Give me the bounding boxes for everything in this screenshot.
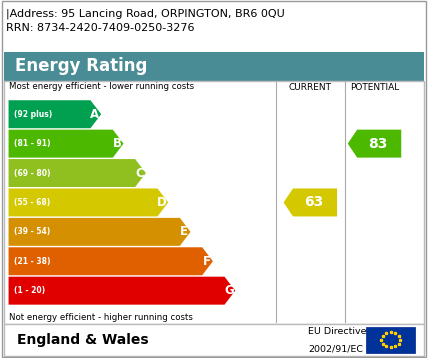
Text: POTENTIAL: POTENTIAL [350, 83, 399, 92]
Text: D: D [157, 196, 166, 209]
Text: 2002/91/EC: 2002/91/EC [308, 344, 363, 353]
Text: (69 - 80): (69 - 80) [14, 169, 50, 178]
Polygon shape [9, 159, 146, 187]
Bar [366, 327, 415, 353]
Text: (21 - 38): (21 - 38) [14, 257, 50, 266]
Text: 83: 83 [368, 137, 388, 151]
Polygon shape [9, 218, 190, 246]
Polygon shape [9, 247, 213, 275]
Text: 63: 63 [304, 195, 323, 209]
Polygon shape [9, 100, 101, 128]
Text: CURRENT: CURRENT [289, 83, 332, 92]
Text: G: G [224, 284, 234, 297]
Bar [4, 81, 424, 324]
Text: (39 - 54): (39 - 54) [14, 227, 50, 236]
Polygon shape [283, 188, 337, 217]
Bar [4, 52, 424, 81]
Text: |Address: 95 Lancing Road, ORPINGTON, BR6 0QU: |Address: 95 Lancing Road, ORPINGTON, BR… [6, 9, 285, 19]
Text: RRN: 8734-2420-7409-0250-3276: RRN: 8734-2420-7409-0250-3276 [6, 23, 195, 33]
Bar [4, 324, 424, 356]
Text: (1 - 20): (1 - 20) [14, 286, 45, 295]
Text: B: B [113, 137, 122, 150]
Text: Most energy efficient - lower running costs: Most energy efficient - lower running co… [9, 82, 194, 91]
Text: F: F [202, 255, 211, 268]
Text: Energy Rating: Energy Rating [15, 57, 147, 75]
Text: C: C [135, 166, 144, 180]
Text: (92 plus): (92 plus) [14, 110, 52, 119]
Text: A: A [90, 108, 99, 121]
Text: England & Wales: England & Wales [17, 333, 149, 347]
Polygon shape [9, 130, 124, 158]
Text: EU Directive: EU Directive [308, 327, 367, 336]
Polygon shape [9, 277, 235, 305]
Text: E: E [180, 225, 188, 238]
Text: (55 - 68): (55 - 68) [14, 198, 50, 207]
Polygon shape [348, 130, 401, 158]
Text: (81 - 91): (81 - 91) [14, 139, 50, 148]
Text: Not energy efficient - higher running costs: Not energy efficient - higher running co… [9, 313, 193, 322]
Polygon shape [9, 188, 168, 217]
